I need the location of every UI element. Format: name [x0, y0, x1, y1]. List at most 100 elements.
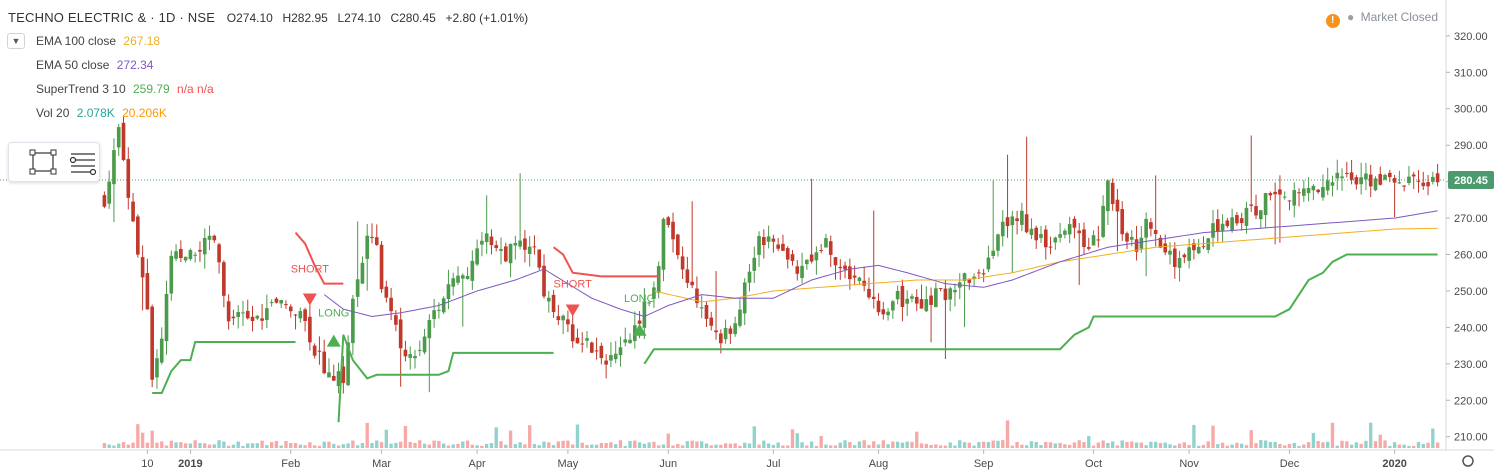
volume-bar [1359, 443, 1363, 448]
candle [150, 304, 154, 388]
candle [867, 277, 871, 300]
y-tick-label: 300.00 [1454, 104, 1488, 116]
candle [938, 287, 943, 292]
candle [561, 314, 565, 335]
volume-bar [829, 445, 833, 448]
legend-ema50[interactable]: EMA 50 close 272.34 [36, 58, 153, 72]
candle [1239, 212, 1244, 231]
volume-bar [1397, 444, 1402, 448]
volume-bar [795, 433, 799, 448]
candle [1373, 176, 1378, 192]
candle [222, 260, 226, 308]
volume-bar [986, 442, 991, 448]
volume-bar [160, 441, 164, 448]
volume-bar [838, 442, 842, 448]
candle [503, 242, 508, 263]
volume-bar [666, 433, 670, 448]
volume-bar [1369, 422, 1373, 448]
volume-bar [881, 440, 885, 448]
candle [556, 304, 561, 326]
candle [1383, 173, 1387, 181]
volume-bar [561, 440, 565, 448]
candle [742, 278, 747, 326]
candle [967, 278, 972, 290]
volume-bar [738, 445, 742, 448]
volume-bar [652, 441, 656, 448]
volume-bar [1110, 441, 1115, 448]
volume-bar [222, 441, 226, 448]
volume-bar [809, 441, 814, 448]
candle [183, 256, 188, 263]
volume-ma-value: 20.206K [122, 106, 167, 120]
volume-bar [203, 443, 207, 448]
x-tick-label: Jun [659, 458, 677, 470]
volume-bar [962, 442, 967, 448]
volume-label: Vol 20 [36, 106, 70, 120]
y-tick-label: 210.00 [1454, 432, 1488, 444]
candle [929, 287, 933, 343]
collapse-legend-button[interactable]: ▼ [7, 33, 25, 49]
volume-bar [437, 441, 441, 448]
candle [1392, 174, 1397, 218]
candle [422, 328, 427, 355]
volume-bar [943, 445, 948, 448]
volume-bar [857, 441, 862, 448]
volume-bar [762, 440, 766, 448]
candle [365, 223, 370, 291]
volume-bar [480, 445, 484, 448]
volume-bar [776, 442, 780, 448]
candle [1397, 170, 1402, 184]
candle [245, 299, 250, 320]
high-value: H282.95 [282, 11, 328, 25]
volume-bar [996, 440, 1000, 448]
candle [948, 286, 953, 312]
volume-bar [398, 441, 403, 448]
volume-bar [680, 445, 685, 448]
candle [1359, 162, 1363, 195]
symbol-title[interactable]: TECHNO ELECTRIC & · 1D · NSE [8, 10, 216, 25]
volume-bar [690, 440, 694, 448]
volume-bar [389, 443, 393, 448]
volume-bar [1010, 445, 1014, 448]
volume-bar [164, 445, 169, 448]
volume-bar [872, 441, 876, 448]
legend-supertrend[interactable]: SuperTrend 3 10 259.79 n/a n/a [36, 82, 214, 96]
volume-bar [250, 443, 255, 448]
lines-tool-icon[interactable] [69, 153, 97, 176]
volume-bar [1278, 443, 1282, 448]
candle [881, 302, 886, 320]
candle [145, 258, 150, 310]
legend-ema100[interactable]: EMA 100 close 267.18 [36, 34, 160, 48]
candle [1311, 184, 1316, 201]
candle [609, 342, 613, 368]
candle [1024, 136, 1029, 234]
volume-bar [1125, 441, 1129, 448]
volume-bar [1220, 442, 1225, 448]
y-tick-label: 290.00 [1454, 140, 1488, 152]
volume-bar [537, 445, 541, 448]
volume-bar [1240, 443, 1244, 448]
candle [1340, 168, 1344, 191]
candle [1010, 210, 1015, 273]
volume-bar [1154, 441, 1158, 448]
volume-bar [179, 442, 183, 448]
legend-volume[interactable]: Vol 20 2.078K 20.206K [36, 106, 167, 120]
volume-bar [685, 441, 690, 448]
candle [1345, 161, 1349, 178]
candle [1177, 250, 1182, 282]
y-tick-label: 240.00 [1454, 322, 1488, 334]
candle [642, 288, 647, 339]
candle [862, 266, 866, 292]
volume-bar [733, 443, 737, 448]
candle [1330, 175, 1335, 197]
candle [695, 276, 699, 308]
candle [121, 116, 126, 162]
volume-bar [1096, 442, 1101, 448]
rectangle-tool-icon[interactable] [29, 149, 57, 175]
market-status[interactable]: ! ● Market Closed [1325, 10, 1438, 28]
volume-bar [188, 443, 193, 448]
candle [1225, 217, 1230, 228]
volume-bar [633, 440, 637, 448]
volume-bar [781, 445, 785, 448]
